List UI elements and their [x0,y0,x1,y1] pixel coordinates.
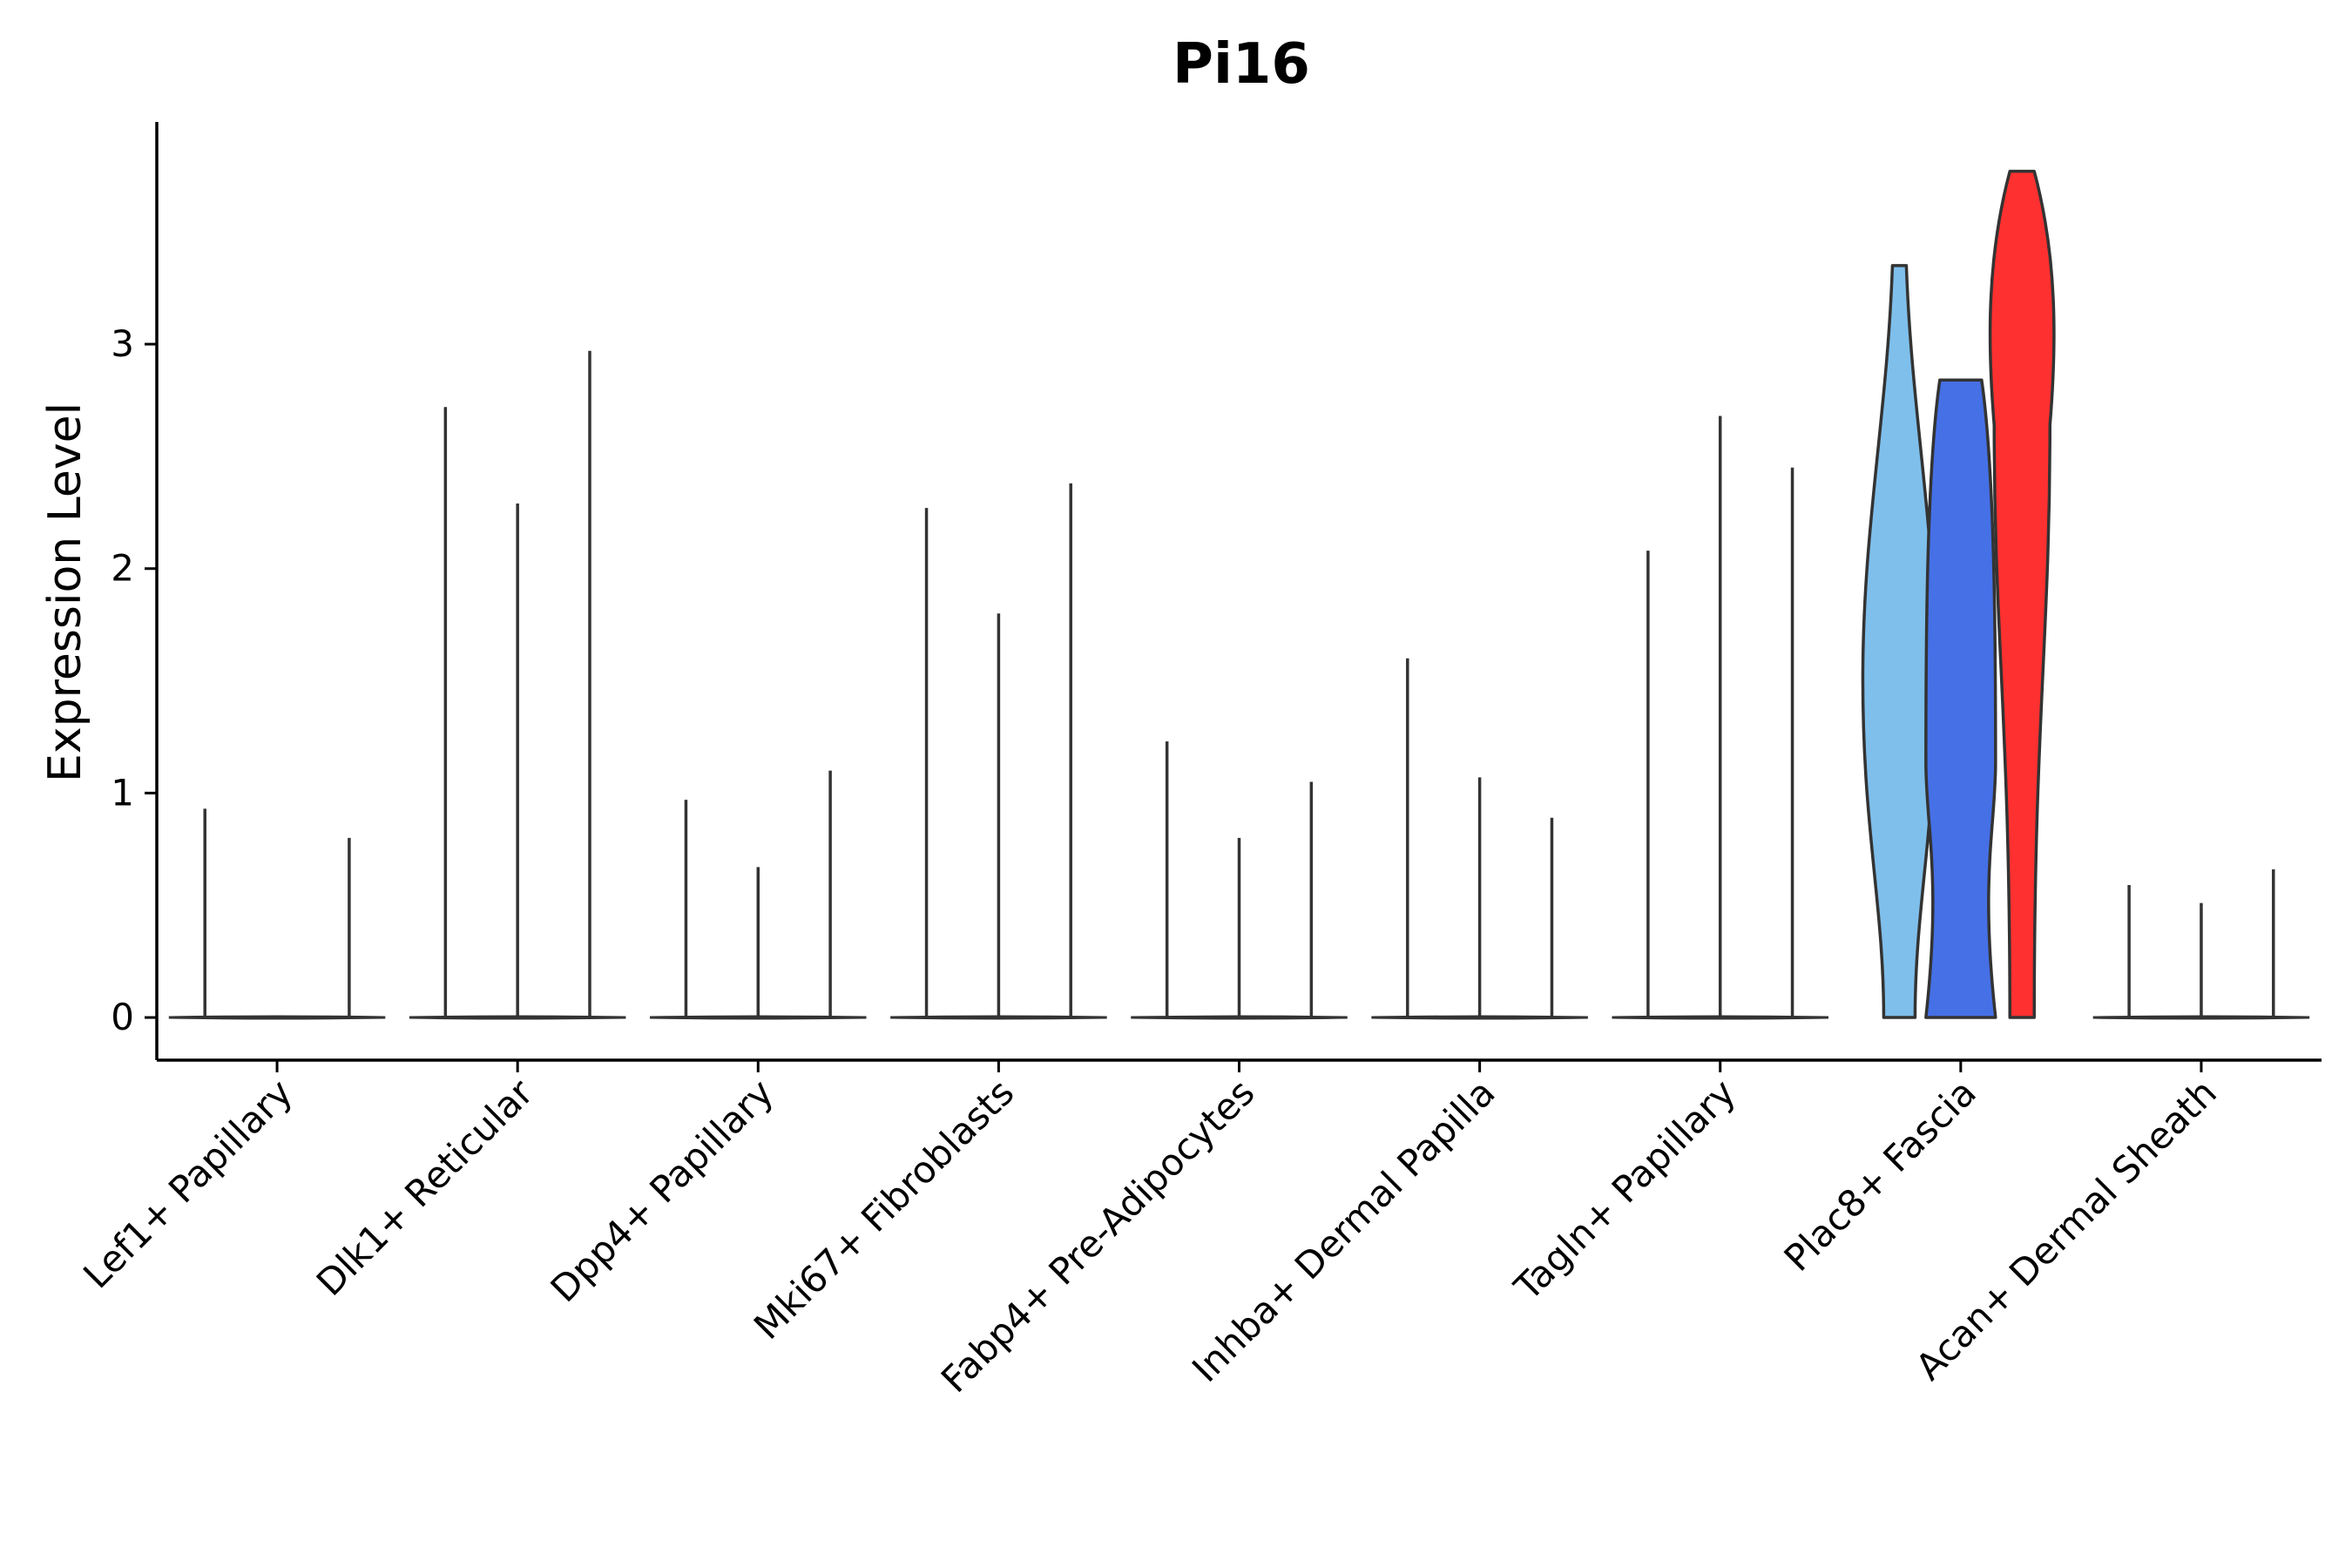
violin-baseline [168,1015,386,1020]
violin-baseline [1131,1015,1348,1020]
chart-title: Pi16 [1173,32,1310,97]
y-tick-label: 2 [111,547,134,590]
violin-baseline [890,1015,1107,1020]
x-tick-label: Dpp4+ Papillary [543,1071,782,1310]
violin-baseline [1612,1015,1828,1020]
violin-baseline [650,1015,867,1020]
violin-body [1924,378,1997,1019]
y-axis-label: Expression Level [39,402,91,782]
y-tick-label: 0 [111,996,134,1038]
x-tick-label: Tagln+ Papillary [1505,1071,1743,1308]
violin-baseline [409,1015,626,1020]
x-tick-label: Mki67+ Fibroblasts [746,1071,1022,1347]
x-tick-label: Lef1+ Papillary [75,1071,301,1296]
y-tick-label: 3 [111,322,134,365]
x-tick-label: Dlk1+ Reticular [308,1071,542,1304]
plot-area: 0 1 2 3 Lef1+ Papillary Dlk1+ Reticular Dpp4+ … [75,122,2322,1401]
violin-baseline [2092,1015,2310,1020]
x-tick-label: Plac8+ Fascia [1776,1071,1984,1279]
violin-baseline [1371,1015,1588,1020]
violin-body [1988,169,2056,1019]
y-tick-label: 1 [111,771,134,814]
